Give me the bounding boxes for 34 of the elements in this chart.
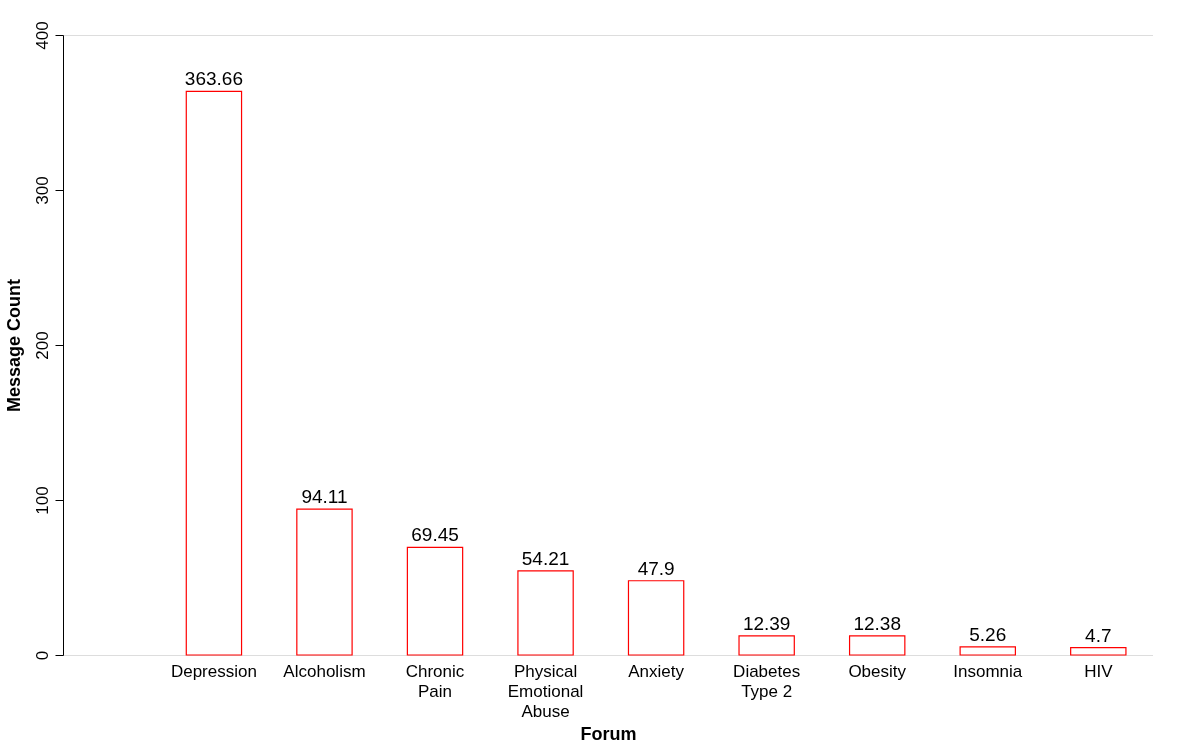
y-tick-label: 200 bbox=[32, 331, 52, 360]
bar bbox=[517, 570, 574, 656]
data-label: 5.26 bbox=[969, 623, 1007, 645]
x-tick-label: Chronic Pain bbox=[405, 661, 465, 701]
bar bbox=[406, 546, 464, 656]
x-tick-label: Physical Emotional Abuse bbox=[507, 661, 584, 721]
bar bbox=[296, 508, 353, 656]
x-tick-label: HIV bbox=[1084, 661, 1114, 681]
y-tick-label: 100 bbox=[32, 486, 52, 515]
data-label: 363.66 bbox=[184, 68, 243, 90]
x-tick-label: Insomnia bbox=[953, 661, 1023, 681]
bar bbox=[185, 90, 243, 656]
data-label: 54.21 bbox=[521, 547, 570, 569]
x-tick-label: Alcoholism bbox=[283, 661, 366, 681]
data-label: 4.7 bbox=[1085, 624, 1112, 646]
y-tick-label: 300 bbox=[32, 176, 52, 205]
data-label: 69.45 bbox=[411, 524, 459, 546]
y-tick-label: 400 bbox=[32, 21, 52, 50]
data-label: 94.11 bbox=[301, 486, 348, 508]
x-axis-title: Forum bbox=[580, 723, 637, 742]
data-label: 47.9 bbox=[637, 557, 675, 579]
x-tick-label: Depression bbox=[170, 661, 257, 681]
x-tick-label: Diabetes Type 2 bbox=[733, 661, 801, 701]
bar bbox=[848, 635, 906, 656]
data-label: 12.38 bbox=[853, 612, 901, 634]
data-label: 12.39 bbox=[742, 612, 791, 634]
y-axis-title: Message Count bbox=[3, 278, 24, 413]
bar bbox=[959, 646, 1016, 656]
x-tick-label: Anxiety bbox=[628, 661, 685, 681]
y-tick-label: 0 bbox=[32, 650, 52, 661]
x-tick-label: Obesity bbox=[848, 661, 907, 681]
bar bbox=[1070, 647, 1127, 656]
bar bbox=[738, 635, 795, 656]
bar bbox=[627, 580, 685, 656]
